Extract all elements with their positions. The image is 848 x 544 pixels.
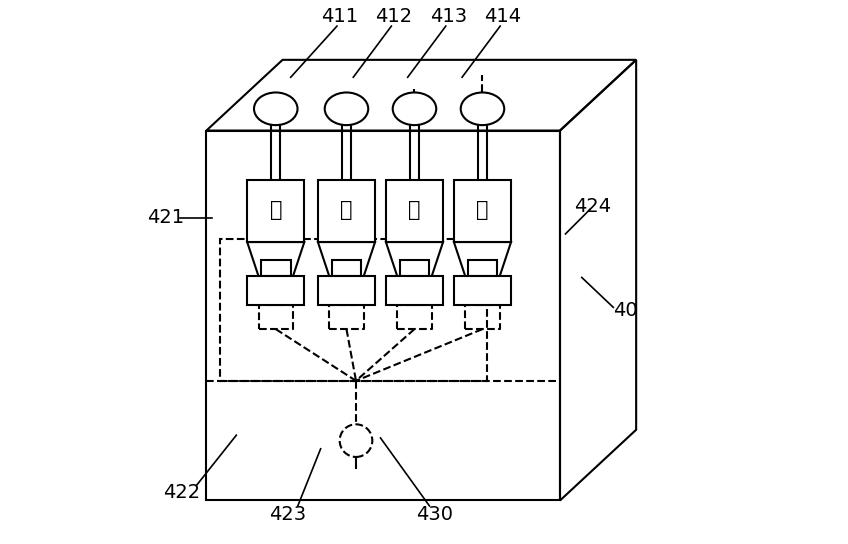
- Polygon shape: [464, 276, 501, 294]
- Text: 422: 422: [164, 483, 200, 502]
- Bar: [467, 259, 497, 276]
- Bar: [454, 276, 511, 305]
- Polygon shape: [386, 180, 443, 242]
- Bar: [399, 259, 429, 276]
- Polygon shape: [248, 242, 304, 276]
- Text: 424: 424: [574, 197, 611, 216]
- Text: 40: 40: [613, 301, 638, 319]
- Text: 开: 开: [477, 200, 488, 220]
- Bar: [386, 276, 443, 305]
- Bar: [248, 276, 304, 305]
- Text: 开: 开: [270, 200, 282, 220]
- Polygon shape: [454, 180, 511, 242]
- Bar: [261, 259, 291, 276]
- Ellipse shape: [460, 92, 505, 125]
- Ellipse shape: [254, 92, 298, 125]
- Text: 421: 421: [147, 208, 184, 227]
- Text: 开: 开: [340, 200, 353, 220]
- Bar: [318, 276, 375, 305]
- Polygon shape: [318, 242, 375, 276]
- Ellipse shape: [325, 92, 368, 125]
- Circle shape: [340, 424, 372, 457]
- Text: 413: 413: [430, 7, 467, 26]
- Polygon shape: [386, 242, 443, 276]
- Polygon shape: [257, 276, 294, 294]
- Text: 430: 430: [416, 505, 454, 523]
- Text: 414: 414: [484, 7, 522, 26]
- Polygon shape: [454, 242, 511, 276]
- Text: 411: 411: [321, 7, 358, 26]
- Text: 423: 423: [270, 505, 307, 523]
- Bar: [332, 259, 361, 276]
- Polygon shape: [248, 180, 304, 242]
- Text: 412: 412: [376, 7, 413, 26]
- Polygon shape: [327, 276, 365, 294]
- Polygon shape: [318, 180, 375, 242]
- Ellipse shape: [393, 92, 436, 125]
- Polygon shape: [396, 276, 433, 294]
- Text: 开: 开: [408, 200, 421, 220]
